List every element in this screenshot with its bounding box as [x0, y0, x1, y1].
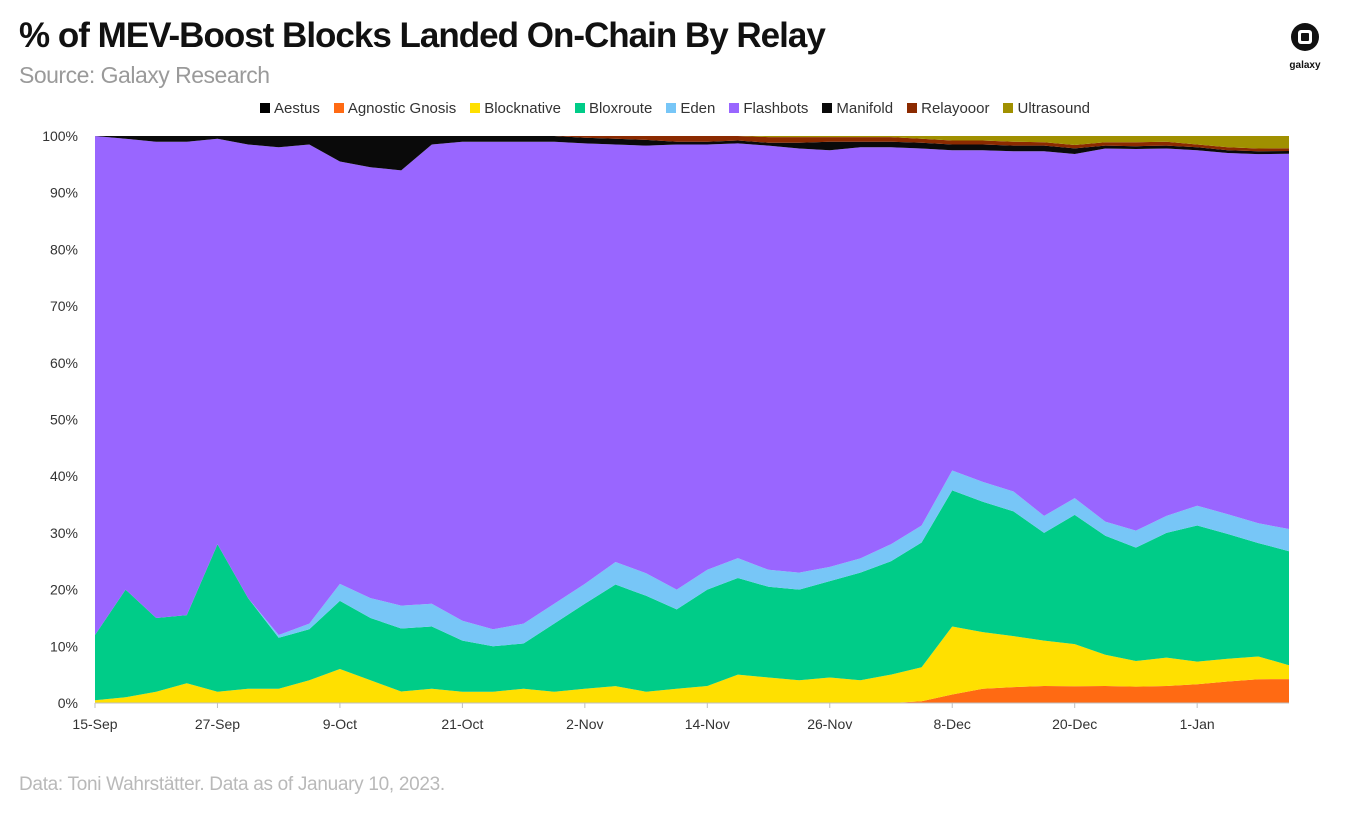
legend-swatch	[470, 103, 481, 113]
x-tick-label: 15-Sep	[72, 716, 117, 732]
x-tick-label: 2-Nov	[566, 716, 603, 732]
y-tick-label: 70%	[50, 298, 78, 314]
galaxy-logo: galaxy	[1283, 22, 1327, 71]
legend-label: Manifold	[836, 100, 894, 117]
legend-swatch	[729, 103, 740, 113]
data-source-note: Data: Toni Wahrstätter. Data as of Janua…	[19, 774, 445, 795]
y-tick-label: 50%	[50, 412, 78, 428]
x-tick-label: 9-Oct	[323, 716, 357, 732]
x-tick-label: 20-Dec	[1052, 716, 1097, 732]
legend-swatch	[907, 103, 918, 113]
y-tick-label: 100%	[42, 128, 78, 144]
legend-swatch	[259, 103, 270, 113]
legend-item-agnostic-gnosis: Agnostic Gnosis	[333, 100, 457, 117]
legend-swatch	[1003, 103, 1014, 113]
legend-swatch	[333, 103, 344, 113]
legend-item-blocknative: Blocknative	[470, 100, 561, 117]
series-area-relayooor	[95, 136, 1289, 152]
x-tick-label: 21-Oct	[441, 716, 483, 732]
galaxy-logo-icon	[1291, 23, 1319, 51]
legend-label: Ultrasound	[1017, 100, 1091, 117]
chart-subtitle: Source: Galaxy Research	[19, 62, 270, 88]
y-tick-label: 10%	[50, 638, 78, 654]
legend-swatch	[822, 103, 833, 113]
stacked-area-chart: 0% 10% 20% 30% 40% 50% 60% 70% 80% 90% 100% 15-Sep 2…	[42, 128, 1289, 732]
legend-label: Eden	[680, 100, 716, 117]
x-tick-label: 14-Nov	[685, 716, 730, 732]
legend-label: Bloxroute	[588, 100, 653, 117]
chart-legend: Aestus Agnostic Gnosis Blocknative Bloxrout…	[0, 100, 1350, 117]
y-tick-label: 30%	[50, 525, 78, 541]
legend-label: Flashbots	[743, 100, 809, 117]
series-area-agnostic-gnosis	[95, 679, 1289, 703]
series-area-flashbots	[95, 136, 1289, 635]
series-area-blocknative	[95, 626, 1289, 703]
y-tick-label: 90%	[50, 185, 78, 201]
legend-label: Aestus	[273, 100, 320, 117]
y-tick-label: 0%	[58, 695, 78, 711]
legend-item-ultrasound: Ultrasound	[1003, 100, 1090, 117]
x-tick-label: 8-Dec	[934, 716, 971, 732]
legend-item-relayooor: Relayooor	[907, 100, 989, 117]
galaxy-logo-text: galaxy	[1289, 60, 1321, 71]
legend-item-bloxroute: Bloxroute	[574, 100, 653, 117]
y-tick-label: 20%	[50, 582, 78, 598]
series-area-manifold	[95, 136, 1289, 171]
legend-label: Blocknative	[484, 100, 561, 117]
x-tick-label: 27-Sep	[195, 716, 240, 732]
legend-item-flashbots: Flashbots	[729, 100, 808, 117]
x-tick-label: 1-Jan	[1180, 716, 1215, 732]
legend-swatch	[666, 103, 677, 113]
y-tick-label: 40%	[50, 468, 78, 484]
y-tick-label: 60%	[50, 355, 78, 371]
legend-label: Relayooor	[921, 100, 990, 117]
legend-item-manifold: Manifold	[822, 100, 893, 117]
x-tick-label: 26-Nov	[807, 716, 852, 732]
legend-label: Agnostic Gnosis	[347, 100, 457, 117]
series-area-bloxroute	[95, 490, 1289, 701]
series-area-ultrasound	[95, 136, 1289, 149]
legend-item-aestus: Aestus	[259, 100, 320, 117]
legend-item-eden: Eden	[666, 100, 715, 117]
y-tick-label: 80%	[50, 241, 78, 257]
chart-title: % of MEV-Boost Blocks Landed On-Chain By…	[19, 16, 826, 55]
legend-swatch	[574, 103, 585, 113]
